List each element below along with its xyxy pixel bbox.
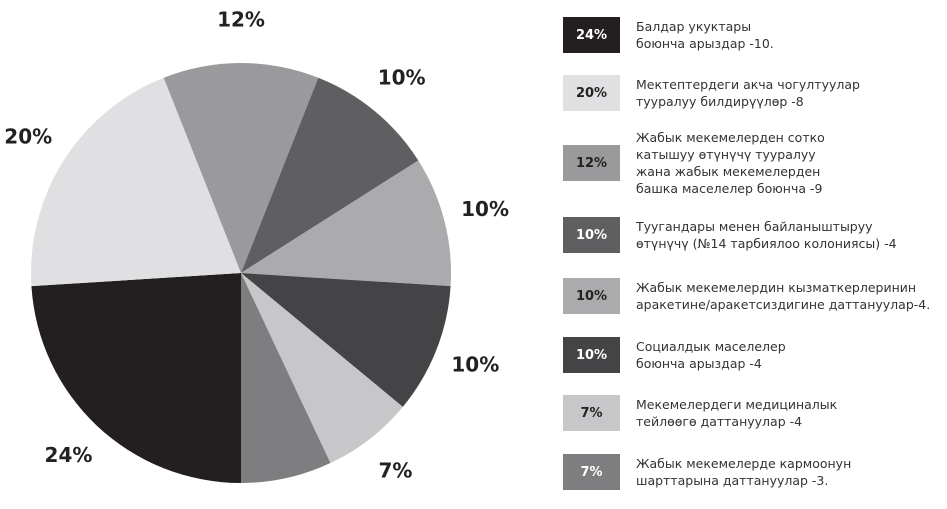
legend-label: Жабык мекемелердин кызматкерлеринин арак… xyxy=(636,280,931,312)
pie-slice xyxy=(241,160,451,287)
legend-swatch: 7% xyxy=(563,395,620,431)
legend-item: 10% Туугандары менен байланыштыруу өтүнүч… xyxy=(563,199,897,271)
legend-label: Жабык мекемелерде кармоонун шарттарына д… xyxy=(636,456,852,488)
legend: 24% Балдар укуктары боюнча арыздар -10. 20… xyxy=(563,0,947,509)
slice-label: 20% xyxy=(4,124,52,148)
legend-item: 7% Мекемелердеги медициналык тейлөөгө дат… xyxy=(563,377,837,449)
legend-label: Балдар укуктары боюнча арыздар -10. xyxy=(636,19,774,51)
legend-swatch: 20% xyxy=(563,75,620,111)
legend-swatch: 7% xyxy=(563,454,620,490)
legend-item: 20% Мектептердеги акча чогултуулар туурал… xyxy=(563,57,860,129)
pie-slice xyxy=(163,63,319,273)
legend-swatch: 12% xyxy=(563,145,620,181)
pie-slice xyxy=(31,273,242,483)
legend-swatch: 10% xyxy=(563,278,620,314)
slice-label: 10% xyxy=(451,352,499,376)
slice-label: 7% xyxy=(279,505,313,509)
slice-label: 10% xyxy=(461,197,509,221)
legend-label: Туугандары менен байланыштыруу өтүнүчү (… xyxy=(636,219,897,251)
slice-label: 12% xyxy=(217,8,265,32)
legend-item: 10% Жабык мекемелердин кызматкерлеринин а… xyxy=(563,260,930,332)
legend-item: 24% Балдар укуктары боюнча арыздар -10. xyxy=(563,0,774,71)
pie-slice xyxy=(241,273,331,483)
legend-swatch: 10% xyxy=(563,337,620,373)
pie-slice xyxy=(241,77,419,273)
legend-label: Социалдык маселелер боюнча арыздар -4 xyxy=(636,339,786,371)
slice-label: 7% xyxy=(378,459,412,483)
slice-label: 24% xyxy=(45,443,93,467)
legend-label: Мекемелердеги медициналык тейлөөгө датта… xyxy=(636,397,838,429)
pie-slice xyxy=(30,77,241,287)
legend-item: 7% Жабык мекемелерде кармоонун шарттарына… xyxy=(563,436,851,508)
slice-label: 10% xyxy=(378,65,426,89)
legend-label: Жабык мекемелерден сотко катышуу өтүнүчү… xyxy=(636,130,825,196)
legend-item: 12% Жабык мекемелерден сотко катышуу өтүн… xyxy=(563,127,825,199)
legend-swatch: 24% xyxy=(563,17,620,53)
legend-swatch: 10% xyxy=(563,217,620,253)
legend-item: 10% Социалдык маселелер боюнча арыздар -4 xyxy=(563,319,786,391)
legend-label: Мектептердеги акча чогултуулар тууралуу … xyxy=(636,77,860,109)
pie-slice xyxy=(241,273,451,407)
pie-slice xyxy=(241,273,403,464)
